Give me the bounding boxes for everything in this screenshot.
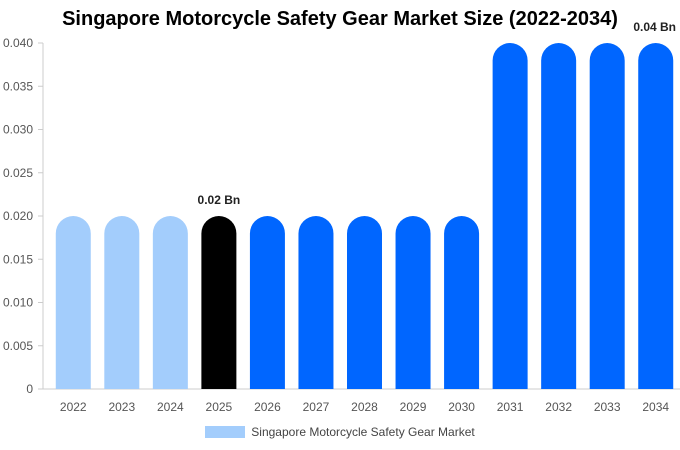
x-tick-label: 2024	[157, 400, 184, 414]
x-tick-label: 2025	[206, 400, 233, 414]
legend-swatch	[205, 426, 246, 438]
x-tick-label: 2034	[642, 400, 669, 414]
y-tick-label: 0.025	[3, 166, 33, 180]
y-tick-label: 0.015	[3, 252, 33, 266]
bar-2028[interactable]	[347, 216, 382, 389]
x-tick-label: 2028	[351, 400, 378, 414]
chart-title: Singapore Motorcycle Safety Gear Market …	[62, 8, 618, 30]
bar-2033[interactable]	[589, 43, 625, 389]
x-tick-label: 2031	[497, 400, 524, 414]
bar-2026[interactable]	[249, 216, 285, 389]
y-tick-label: 0.035	[3, 79, 33, 93]
bar-2032[interactable]	[541, 43, 577, 389]
x-tick-label: 2030	[448, 400, 475, 414]
x-tick-label: 2032	[545, 400, 572, 414]
x-tick-label: 2026	[254, 400, 281, 414]
bar-2034[interactable]	[638, 43, 674, 389]
x-tick-label: 2023	[108, 400, 135, 414]
x-tick-label: 2022	[60, 400, 87, 414]
legend[interactable]: Singapore Motorcycle Safety Gear Market	[0, 425, 680, 439]
bar-2024[interactable]	[152, 216, 188, 389]
bar-2031[interactable]	[492, 43, 528, 389]
bar-2022[interactable]	[55, 216, 91, 389]
data-label-2025: 0.02 Bn	[198, 193, 241, 207]
x-tick-label: 2027	[303, 400, 330, 414]
legend-label: Singapore Motorcycle Safety Gear Market	[251, 425, 475, 439]
x-tick-label: 2033	[594, 400, 621, 414]
bar-2029[interactable]	[395, 216, 431, 389]
y-tick-label: 0.020	[3, 209, 33, 223]
y-tick-label: 0.005	[3, 339, 33, 353]
bar-chart: 0 0.005 0.010 0.015 0.020 0.025 0.030 0.035 0.04…	[3, 20, 680, 414]
y-tick-label: 0	[26, 382, 33, 396]
bar-2023[interactable]	[104, 216, 140, 389]
y-tick-label: 0.010	[3, 296, 33, 310]
bar-2030[interactable]	[444, 216, 480, 389]
data-label-2034: 0.04 Bn	[633, 20, 676, 34]
bar-2027[interactable]	[298, 216, 334, 389]
y-tick-label: 0.030	[3, 123, 33, 137]
y-tick-label: 0.040	[3, 36, 33, 50]
bar-2025[interactable]	[201, 216, 237, 389]
x-tick-label: 2029	[400, 400, 427, 414]
